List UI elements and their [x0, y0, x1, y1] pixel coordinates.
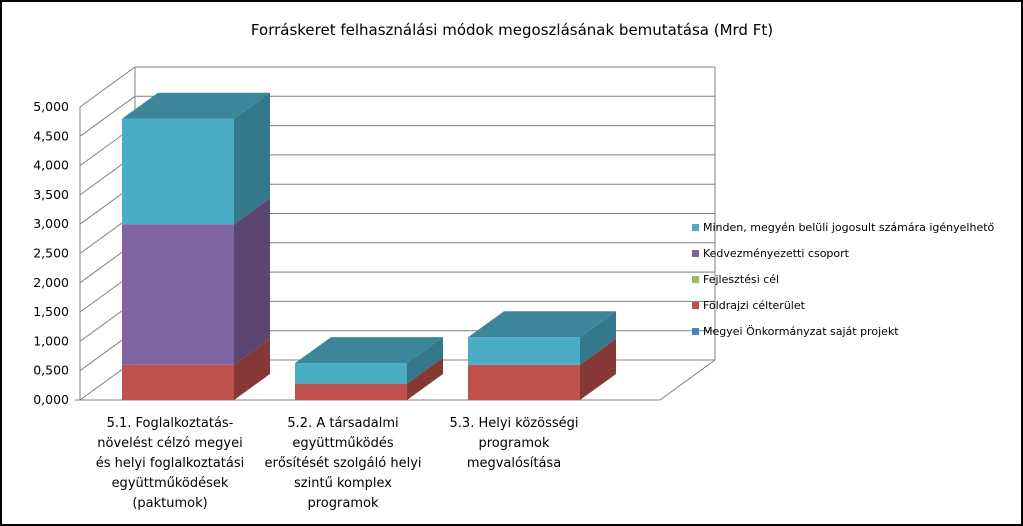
legend-label: Fejlesztési cél — [703, 272, 780, 286]
legend-swatch — [692, 275, 699, 283]
legend-label: Megyei Önkormányzat saját projekt — [703, 324, 899, 338]
bar-segment-f-ldrajzi-c-lter-let — [468, 364, 580, 400]
bar-segment-f-ldrajzi-c-lter-let-side — [580, 338, 616, 400]
y-tick-label: 0,000 — [33, 392, 69, 407]
x-category-label: 5.2. A társadalmi együttműködés erősítését… — [264, 416, 421, 511]
x-category-label: 5.3. Helyi közösségi programok megvalósítá… — [450, 416, 579, 471]
y-tick-label: 2,000 — [33, 275, 69, 290]
y-tick-label: 3,500 — [33, 187, 69, 202]
bars-group — [122, 92, 616, 400]
floor-edge — [80, 359, 716, 401]
y-tick-label: 4,000 — [33, 158, 69, 173]
bar-segment-minden-megy-n-bel-li-jogosult-sz-m-ra-ig-nyelhet-side — [234, 92, 270, 225]
legend-swatch — [692, 301, 699, 309]
bar-segment-kedvezm-nyezetti-csoport — [122, 224, 234, 365]
legend-swatch — [692, 327, 699, 335]
y-tick-label: 2,500 — [33, 246, 69, 261]
legend-label: Földrajzi célterület — [703, 298, 805, 312]
bar-segment-f-ldrajzi-c-lter-let-side — [234, 338, 270, 400]
bar-segment-minden-megy-n-bel-li-jogosult-sz-m-ra-ig-nyelhet-side — [407, 337, 443, 384]
y-ticks-group: 0,000 0,500 1,000 1,500 2,000 2,500 3,000 3,500… — [33, 99, 69, 407]
legend-label: Minden, megyén belüli jogosult számára i… — [703, 220, 995, 234]
y-tick-label: 1,500 — [33, 304, 69, 319]
y-tick-label: 1,000 — [33, 333, 69, 348]
legend-item: Minden, megyén belüli jogosult számára i… — [692, 214, 994, 240]
bar-top-face — [468, 311, 616, 338]
bar-segment-f-ldrajzi-c-lter-let-side — [407, 357, 443, 400]
bar-segment-minden-megy-n-bel-li-jogosult-sz-m-ra-ig-nyelhet — [468, 337, 580, 365]
legend-item: Megyei Önkormányzat saját projekt — [692, 318, 994, 344]
legend-swatch — [692, 249, 699, 257]
y-tick-label: 0,500 — [33, 363, 69, 378]
x-labels-group: 5.1. Foglalkoztatás-növelést célzó megye… — [96, 416, 579, 511]
bar-top-face — [122, 92, 270, 119]
legend-item: Kedvezményezetti csoport — [692, 240, 994, 266]
bar-segment-kedvezm-nyezetti-csoport-side — [234, 198, 270, 365]
legend-item: Földrajzi célterület — [692, 292, 994, 318]
legend: Minden, megyén belüli jogosult számára i… — [692, 214, 994, 344]
y-tick-label: 4,500 — [33, 128, 69, 143]
y-tick-label: 5,000 — [33, 99, 69, 114]
bar-top-face — [295, 337, 443, 364]
bar-segment-minden-megy-n-bel-li-jogosult-sz-m-ra-ig-nyelhet — [122, 118, 234, 225]
y-tick-label: 3,000 — [33, 216, 69, 231]
legend-swatch — [692, 223, 699, 231]
legend-label: Kedvezményezetti csoport — [703, 246, 849, 260]
chart-title: Forráskeret felhasználási módok megoszlá… — [251, 21, 773, 39]
bar-segment-minden-megy-n-bel-li-jogosult-sz-m-ra-ig-nyelhet-side — [580, 311, 616, 365]
legend-item: Fejlesztési cél — [692, 266, 994, 292]
bar-segment-minden-megy-n-bel-li-jogosult-sz-m-ra-ig-nyelhet — [295, 363, 407, 384]
bar-segment-f-ldrajzi-c-lter-let — [122, 364, 234, 400]
bar-segment-f-ldrajzi-c-lter-let — [295, 383, 407, 400]
x-category-label: 5.1. Foglalkoztatás-növelést célzó megye… — [96, 416, 245, 511]
